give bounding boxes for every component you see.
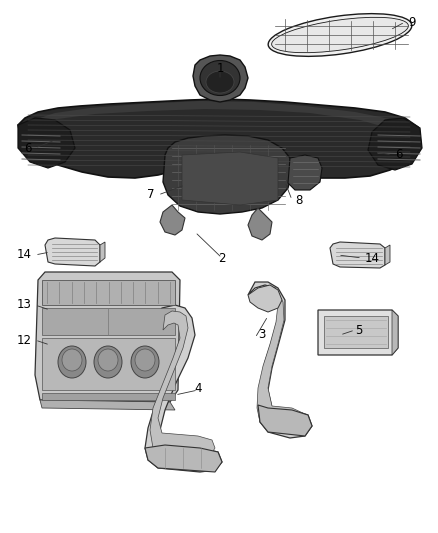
- Polygon shape: [45, 238, 100, 266]
- Polygon shape: [145, 305, 222, 472]
- Ellipse shape: [58, 346, 86, 378]
- Polygon shape: [248, 285, 282, 312]
- Polygon shape: [255, 290, 308, 434]
- Polygon shape: [145, 445, 222, 472]
- Polygon shape: [18, 99, 420, 178]
- Polygon shape: [40, 400, 175, 410]
- Polygon shape: [248, 282, 312, 438]
- Polygon shape: [163, 135, 292, 214]
- Polygon shape: [248, 208, 272, 240]
- Polygon shape: [288, 155, 322, 190]
- Polygon shape: [324, 316, 388, 348]
- Text: 12: 12: [17, 334, 32, 346]
- Polygon shape: [182, 152, 278, 205]
- Polygon shape: [385, 245, 390, 265]
- Polygon shape: [392, 310, 398, 355]
- Polygon shape: [42, 393, 175, 400]
- Text: 14: 14: [17, 248, 32, 262]
- Text: 6: 6: [395, 149, 403, 161]
- Text: 6: 6: [25, 141, 32, 155]
- Polygon shape: [42, 280, 175, 305]
- Polygon shape: [258, 405, 312, 436]
- Ellipse shape: [206, 71, 234, 93]
- Text: 5: 5: [355, 324, 362, 336]
- Polygon shape: [193, 55, 248, 102]
- Ellipse shape: [135, 349, 155, 371]
- Polygon shape: [330, 242, 385, 268]
- Ellipse shape: [268, 14, 412, 56]
- Polygon shape: [100, 242, 105, 262]
- Text: 2: 2: [218, 252, 226, 264]
- Ellipse shape: [98, 349, 118, 371]
- Text: 14: 14: [365, 252, 380, 264]
- Text: 4: 4: [194, 382, 202, 394]
- Ellipse shape: [200, 61, 240, 95]
- Ellipse shape: [62, 349, 82, 371]
- Text: 13: 13: [17, 298, 32, 311]
- Polygon shape: [150, 311, 215, 458]
- Ellipse shape: [131, 346, 159, 378]
- Text: 8: 8: [295, 193, 302, 206]
- Text: 7: 7: [148, 189, 155, 201]
- Polygon shape: [160, 205, 185, 235]
- Polygon shape: [35, 272, 180, 402]
- Polygon shape: [28, 101, 412, 138]
- Polygon shape: [18, 118, 75, 168]
- Polygon shape: [368, 118, 422, 170]
- Polygon shape: [42, 338, 175, 390]
- Text: 1: 1: [216, 61, 224, 75]
- Polygon shape: [42, 308, 175, 335]
- Text: 9: 9: [408, 15, 416, 28]
- Polygon shape: [318, 310, 398, 355]
- Ellipse shape: [94, 346, 122, 378]
- Ellipse shape: [272, 17, 408, 53]
- Text: 3: 3: [258, 328, 265, 342]
